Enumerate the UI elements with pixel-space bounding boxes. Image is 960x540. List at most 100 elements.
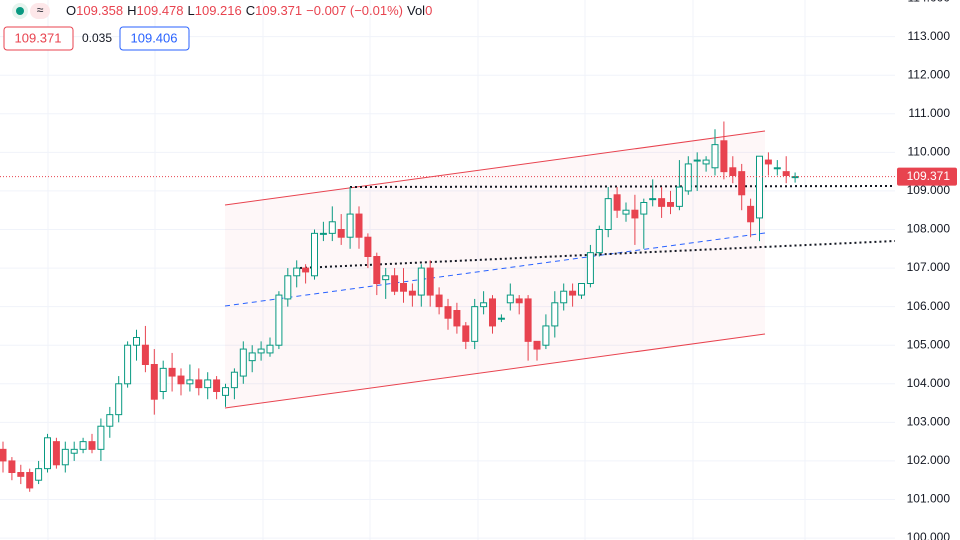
candle-body <box>337 229 345 238</box>
y-tick-label: 111.000 <box>908 106 950 120</box>
axis-bg <box>895 0 960 540</box>
candle-body <box>44 437 51 470</box>
header-item: 109.358 <box>76 3 123 18</box>
candle-body <box>159 367 167 393</box>
y-tick-label: 114.000 <box>908 0 951 4</box>
grid <box>0 36 895 539</box>
candle-body <box>506 294 514 304</box>
y-tick-label: 112.000 <box>908 67 951 81</box>
candle-body <box>186 379 194 385</box>
candle-body <box>524 298 532 342</box>
candle-body <box>133 337 140 346</box>
candle-body <box>747 205 755 223</box>
candle-body <box>453 310 461 327</box>
y-tick-label: 105.000 <box>907 337 951 351</box>
candle-body <box>756 155 763 219</box>
candle-body <box>551 302 559 327</box>
status-dot <box>16 7 24 15</box>
candle-body <box>702 159 710 165</box>
candle-body <box>266 344 274 354</box>
candle-body <box>222 387 229 396</box>
candle-body <box>595 229 603 254</box>
candle-body <box>489 298 496 327</box>
candle-body <box>311 232 318 277</box>
candle-body <box>150 364 158 400</box>
candle-body <box>720 140 728 173</box>
last-price-label: 109.371 <box>907 169 951 183</box>
y-tick-label: 108.000 <box>907 222 951 236</box>
market-icon <box>30 3 50 19</box>
candle-body <box>542 325 550 346</box>
header-item: O <box>66 3 76 18</box>
y-tick-label: 109.000 <box>907 183 951 197</box>
candle-body <box>693 159 701 162</box>
candle-body <box>533 340 541 350</box>
candle-body <box>373 256 381 284</box>
candle-body <box>444 306 452 319</box>
candle-body <box>382 275 390 281</box>
ask[interactable]: 109.406 <box>131 30 178 45</box>
candle-body <box>230 371 238 389</box>
candle-body <box>177 375 185 385</box>
header-item: L <box>188 3 195 18</box>
y-tick-label: 101.000 <box>907 492 951 506</box>
ask-box[interactable] <box>119 26 190 51</box>
vertical-grid <box>47 0 806 540</box>
candle-body <box>622 209 630 215</box>
candle-body <box>515 298 523 304</box>
y-tick-label: 107.000 <box>907 260 951 274</box>
candle-body <box>293 267 301 277</box>
y-tick-label: 110.000 <box>908 145 951 159</box>
y-tick-label: 104.000 <box>907 376 951 390</box>
candle-body <box>658 198 666 207</box>
bid[interactable]: 109.371 <box>15 30 62 45</box>
candle-body <box>667 202 674 207</box>
candle-body <box>17 472 25 477</box>
y-tick-label: 106.000 <box>907 299 951 313</box>
candle-body <box>124 344 132 385</box>
candle-body <box>462 325 470 342</box>
candle-body <box>471 306 479 342</box>
price-axis: 100.000 101.000 102.000 103.000 104.000 105.0… <box>895 0 960 540</box>
candle-body <box>195 379 203 389</box>
market-icon-glyph: ≈ <box>37 3 44 17</box>
candle-body <box>391 275 399 292</box>
candle-body <box>284 275 292 300</box>
candles <box>0 121 895 492</box>
candle-body <box>773 167 781 170</box>
header-item: 109.478 <box>137 3 184 18</box>
candle-body <box>782 171 790 176</box>
candle-body <box>328 221 336 234</box>
bid-box[interactable] <box>3 26 74 51</box>
candle-body <box>649 198 657 201</box>
candle-body <box>204 379 212 389</box>
candle-body <box>560 290 568 304</box>
header-item: H <box>127 3 136 18</box>
candle-body <box>239 348 247 377</box>
header-item: 109.216 <box>195 3 242 18</box>
candle-body <box>604 198 612 230</box>
legend-header: ≈ O109.358 H109.478 L109.216 C109.371 −0.007… <box>3 3 432 51</box>
candle-body <box>684 163 692 192</box>
candle-body <box>26 472 34 489</box>
candle-body <box>35 468 43 481</box>
header-item: Vol <box>407 3 425 18</box>
candle-body <box>738 171 746 196</box>
candle-body <box>586 252 594 284</box>
candle-body <box>115 383 123 416</box>
candle-body <box>640 202 648 215</box>
last-price-tag <box>897 167 957 186</box>
header-item: 0 <box>425 3 432 18</box>
candle-body <box>417 267 425 296</box>
candle-body <box>480 302 488 308</box>
candle-body <box>61 448 69 466</box>
candle-body <box>729 167 737 177</box>
candle-body <box>248 352 256 362</box>
candle-body <box>578 283 585 296</box>
candle-body <box>97 425 105 450</box>
candle-body <box>711 144 719 169</box>
candle-body <box>8 460 16 473</box>
candle-body <box>213 379 221 392</box>
header-item: −0.007 (−0.01%) <box>306 3 403 18</box>
header-item: 109.371 <box>255 3 302 18</box>
